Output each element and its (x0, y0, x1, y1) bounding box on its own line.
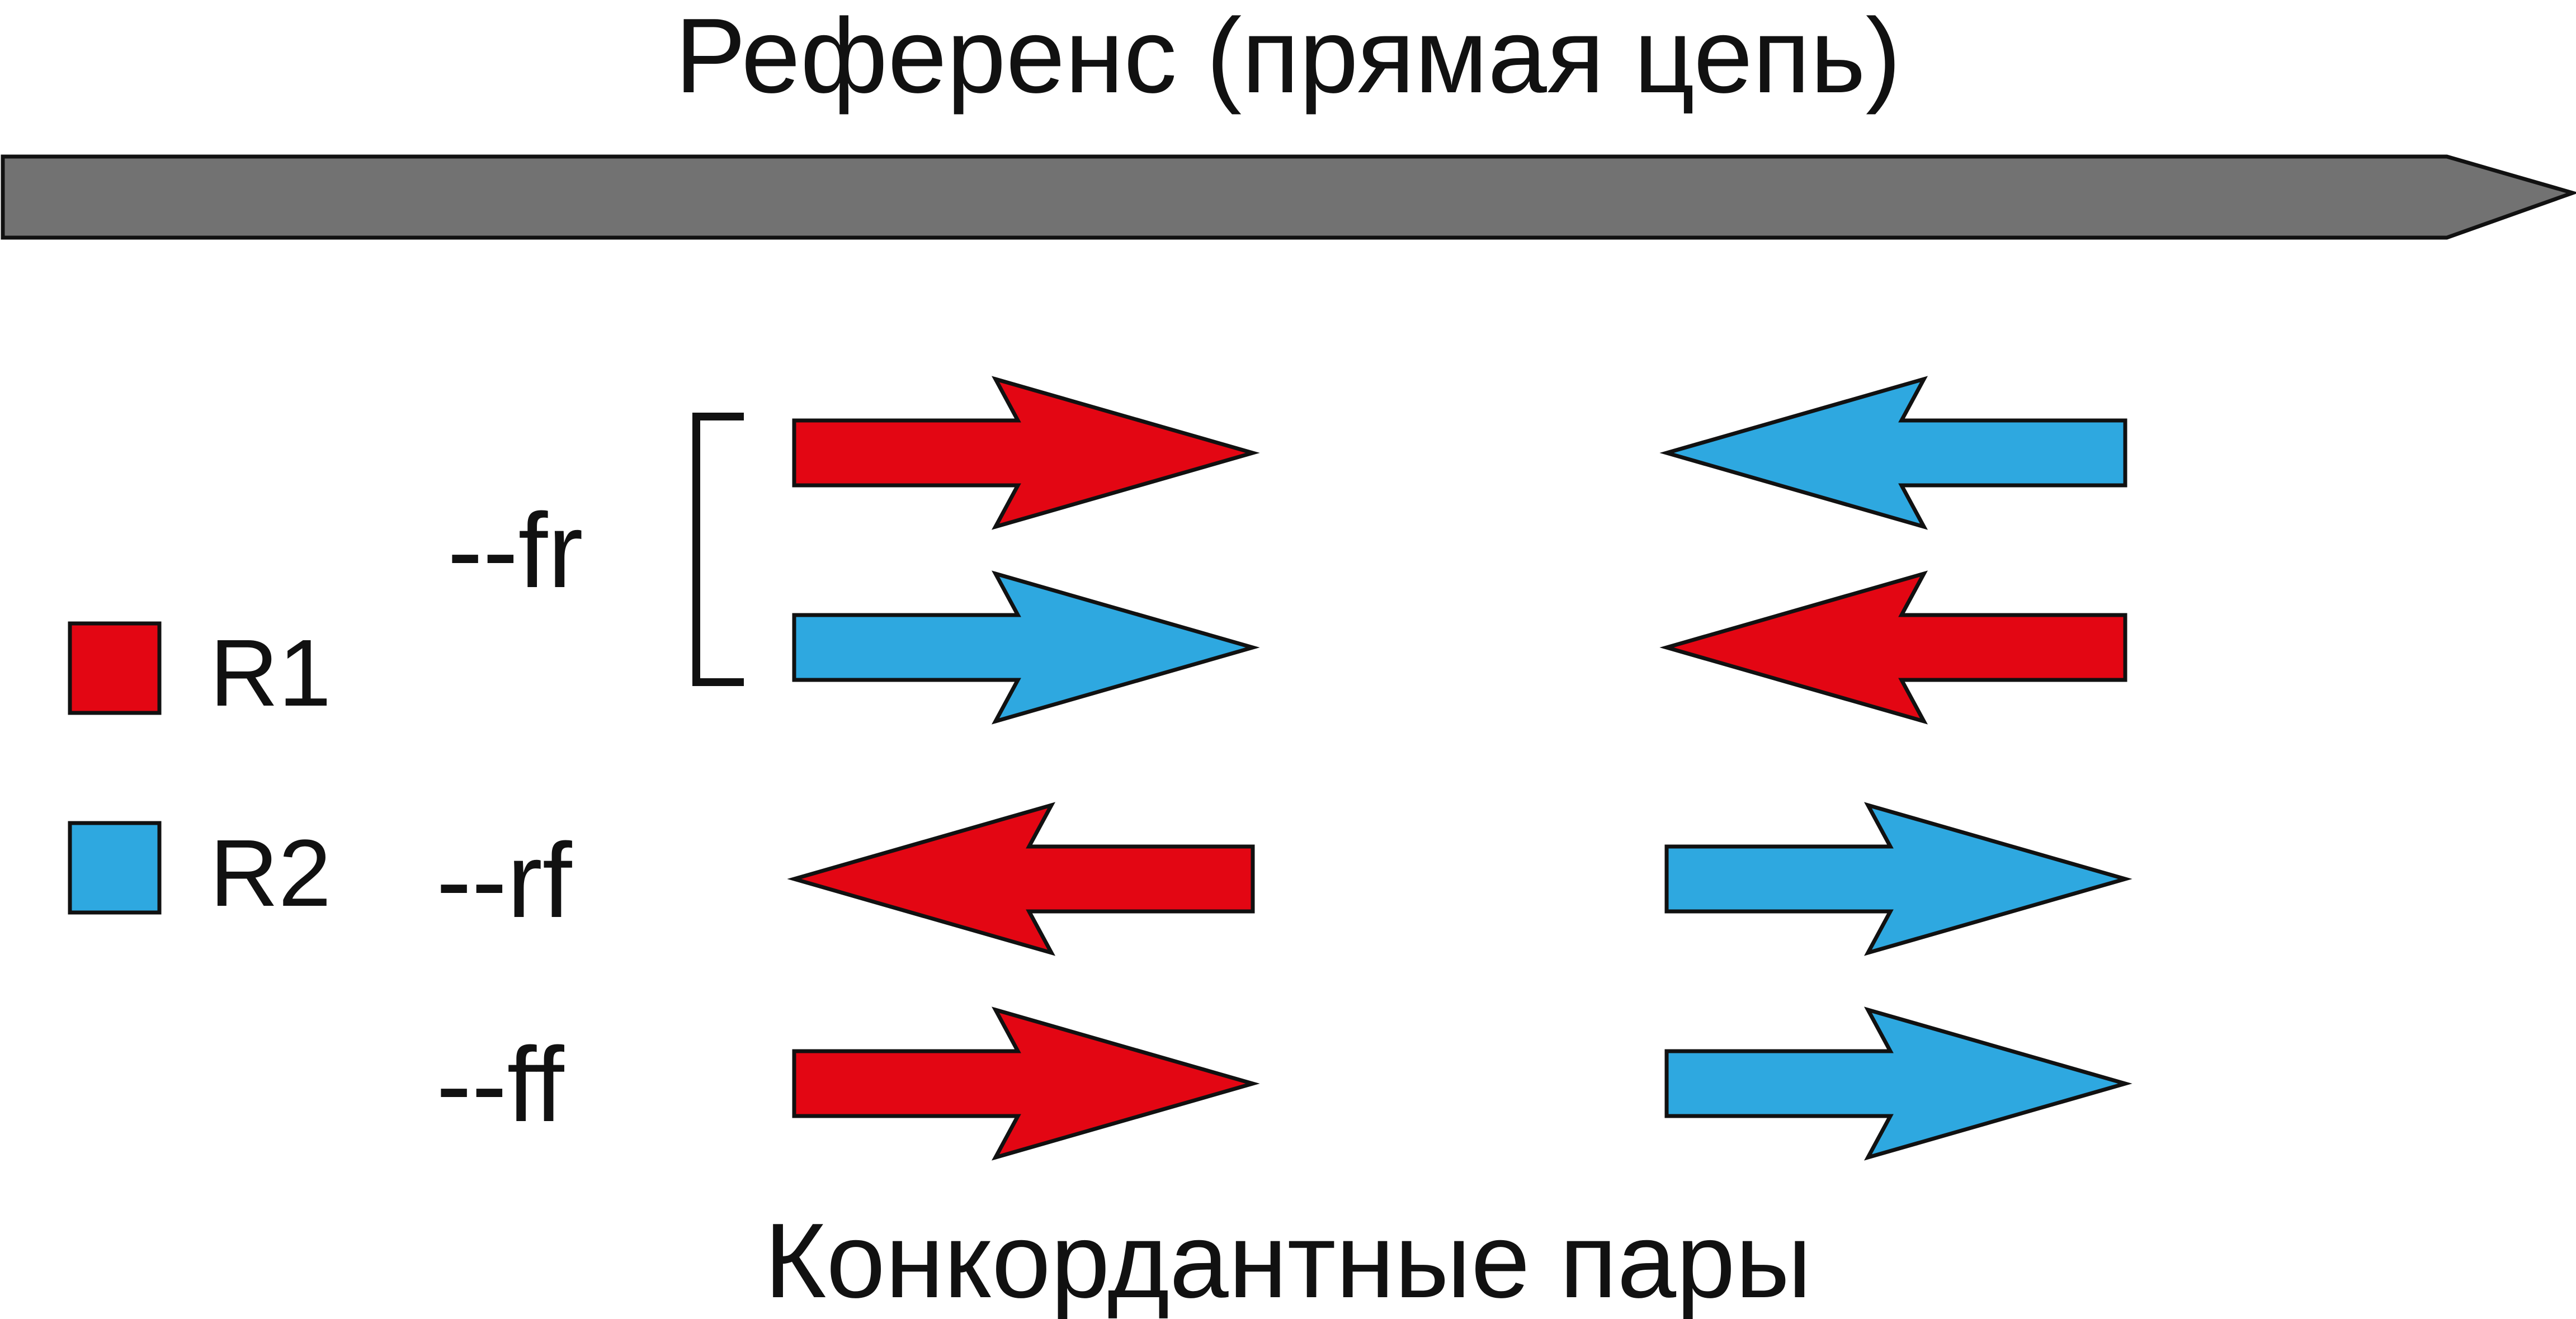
orientation-label-fr: --fr (447, 491, 583, 610)
read-arrow-rf-pair1-left (787, 802, 1255, 956)
concordant-pairs-caption: Конкордантные пары (765, 1202, 1812, 1319)
read-arrows (787, 376, 2132, 1161)
read-arrow-fr-pair1-right (1659, 376, 2127, 530)
read-arrow-ff-pair1-left (792, 1006, 1260, 1161)
orientation-label-rf: --rf (436, 821, 573, 940)
legend-swatch-r2 (68, 821, 162, 915)
read-arrow-fr-pair2-right (1659, 570, 2127, 725)
legend-label-r1: R1 (210, 620, 331, 726)
legend-swatch-r1 (68, 621, 162, 715)
fr-group-bracket (692, 413, 744, 686)
read-arrow-fr-pair1-left (792, 376, 1260, 530)
read-arrow-fr-pair2-left (792, 570, 1260, 725)
read-arrow-ff-pair1-right (1664, 1006, 2132, 1161)
reference-strand-arrow (1, 154, 2576, 240)
orientation-label-ff: --ff (436, 1025, 565, 1144)
reference-title: Референс (прямая цепь) (675, 0, 1901, 115)
legend-label-r2: R2 (210, 820, 331, 926)
legend: R1 R2 (68, 620, 331, 926)
read-arrow-rf-pair1-right (1664, 802, 2132, 956)
